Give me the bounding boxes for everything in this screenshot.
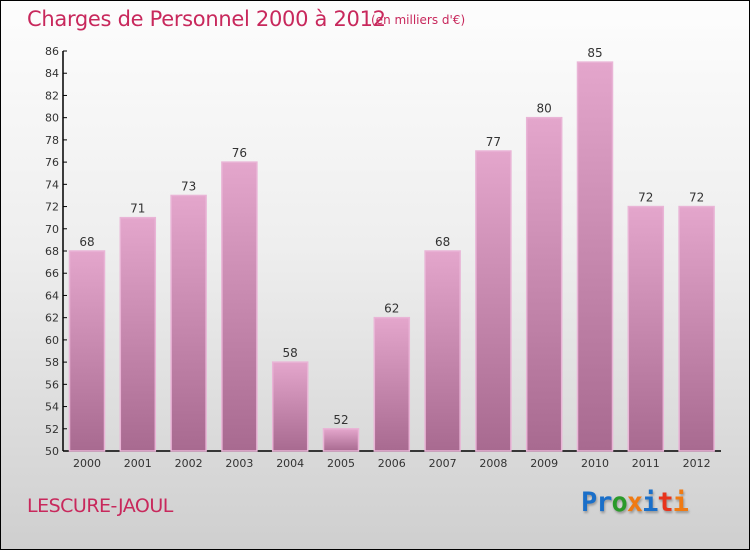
commune-name: LESCURE-JAOUL [27, 495, 173, 517]
logo-letter: o [611, 487, 628, 518]
x-tick-label: 2007 [429, 457, 457, 470]
y-tick-label: 86 [45, 45, 59, 58]
y-tick-label: 52 [45, 423, 59, 436]
bar-2002 [170, 194, 207, 452]
proxiti-logo: Proxiti [581, 487, 689, 518]
chart-subtitle: (en milliers d'€) [371, 13, 466, 27]
x-tick-label: 2011 [632, 457, 660, 470]
y-tick-label: 66 [45, 267, 59, 280]
bar-2004 [271, 361, 309, 452]
bar-2006 [373, 316, 411, 452]
logo-letter: P [581, 487, 597, 518]
y-tick-label: 74 [45, 178, 59, 191]
data-label-2011: 72 [638, 191, 653, 205]
x-tick-label: 2009 [530, 457, 558, 470]
bar-2003 [221, 161, 258, 452]
data-label-2012: 72 [689, 191, 704, 205]
bar-2008 [475, 150, 512, 452]
x-tick-label: 2005 [327, 457, 355, 470]
data-label-2002: 73 [181, 179, 196, 193]
x-tick-label: 2010 [581, 457, 609, 470]
y-tick-label: 82 [45, 89, 59, 102]
x-tick-label: 2006 [378, 457, 406, 470]
logo-letter: x [626, 487, 643, 518]
y-tick-label: 72 [45, 201, 59, 214]
y-tick-label: 78 [45, 134, 59, 147]
logo-letter: i [672, 487, 689, 518]
bar-2000 [68, 250, 106, 452]
bar-2011 [627, 205, 665, 452]
data-label-2009: 80 [537, 102, 552, 116]
y-tick-label: 54 [45, 401, 59, 414]
data-label-2007: 68 [435, 235, 450, 249]
y-tick-label: 80 [45, 112, 59, 125]
bar-2007 [424, 250, 461, 452]
x-tick-label: 2012 [683, 457, 711, 470]
x-tick-label: 2008 [479, 457, 507, 470]
y-tick-label: 60 [45, 334, 59, 347]
y-tick-label: 64 [45, 289, 59, 302]
y-tick-label: 84 [45, 67, 59, 80]
x-tick-label: 2002 [175, 457, 203, 470]
bar-2012 [678, 205, 715, 452]
x-tick-label: 2001 [124, 457, 152, 470]
data-label-2004: 58 [283, 346, 298, 360]
data-label-2000: 68 [79, 235, 94, 249]
logo-letter: t [657, 487, 673, 518]
data-label-2001: 71 [130, 202, 145, 216]
bar-2005 [322, 428, 360, 452]
y-tick-label: 50 [45, 445, 59, 458]
y-tick-label: 56 [45, 378, 59, 391]
data-label-2008: 77 [486, 135, 501, 149]
x-tick-label: 2004 [276, 457, 304, 470]
y-tick-label: 58 [45, 356, 59, 369]
data-label-2010: 85 [587, 46, 602, 60]
logo-letter: i [642, 487, 658, 518]
data-label-2003: 76 [232, 146, 247, 160]
x-tick-label: 2000 [73, 457, 101, 470]
chart-title: Charges de Personnel 2000 à 2012 [27, 7, 386, 31]
y-tick-label: 76 [45, 156, 59, 169]
y-tick-label: 68 [45, 245, 59, 258]
bar-2009 [525, 116, 563, 452]
bar-2001 [119, 216, 157, 452]
y-tick-label: 70 [45, 223, 59, 236]
bar-2010 [576, 61, 614, 452]
data-label-2006: 62 [384, 302, 399, 316]
y-tick-label: 62 [45, 312, 59, 325]
logo-letter: r [596, 487, 612, 518]
x-tick-label: 2003 [225, 457, 253, 470]
data-label-2005: 52 [333, 413, 348, 427]
